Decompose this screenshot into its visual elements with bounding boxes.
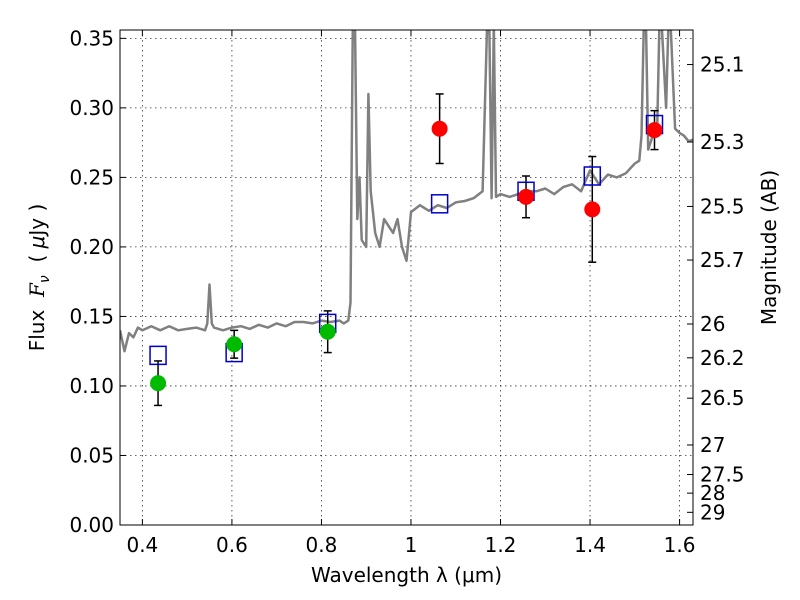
y-title-part-1: Flux (25, 297, 49, 351)
x-axis-title: Wavelength λ (μm) (311, 563, 502, 587)
red-data-point (646, 122, 663, 139)
y2-axis-title: Magnitude (AB) (757, 170, 781, 325)
data-layer (120, 30, 693, 407)
mag-tick-label: 25.3 (700, 130, 745, 154)
y-tick-label: 0.20 (69, 235, 114, 259)
y-tick-label: 0.10 (69, 374, 114, 398)
mag-tick-label: 26 (700, 312, 725, 336)
x-tick-label: 1 (405, 533, 418, 557)
mag-tick-label: 28 (700, 481, 725, 505)
red-data-point (584, 201, 601, 218)
green-data-point (319, 323, 336, 340)
y-axis-title: Flux Fν ( μJy ) (25, 204, 53, 352)
y-title-mu: μ (25, 236, 49, 250)
y-tick-label: 0.25 (69, 165, 114, 189)
x-tick-label: 0.8 (306, 533, 338, 557)
model-box (149, 345, 167, 366)
x-tick-label: 0.6 (216, 533, 248, 557)
y-tick-label: 0.05 (69, 443, 114, 467)
mag-tick-label: 26.2 (700, 346, 745, 370)
y-tick-label: 0.00 (69, 513, 114, 537)
mag-tick-label: 27.5 (700, 463, 745, 487)
y-tick-label: 0.15 (69, 304, 114, 328)
mag-tick-label: 29 (700, 500, 725, 524)
x-tick-label: 0.4 (126, 533, 158, 557)
y-tick-label: 0.35 (69, 26, 114, 50)
mag-tick-label: 26.5 (700, 386, 745, 410)
x-tick-label: 1.2 (485, 533, 517, 557)
spectrum-line (120, 30, 693, 353)
red-data-point (518, 188, 535, 205)
model-box (430, 194, 449, 214)
mag-tick-label: 25.5 (700, 194, 745, 218)
model-box (583, 166, 602, 186)
y-title-part-2: ( (25, 248, 49, 275)
x-tick-label: 1.6 (664, 533, 696, 557)
mag-tick-label: 25.7 (700, 248, 745, 272)
mag-tick-label: 25.1 (700, 53, 745, 77)
grid (120, 30, 693, 525)
y-title-subscript: ν (37, 275, 53, 283)
x-tick-label: 1.4 (574, 533, 606, 557)
green-data-point (226, 336, 243, 353)
mag-tick-label: 27 (700, 433, 725, 457)
green-data-point (150, 375, 167, 392)
y-title-symbol: F (25, 282, 49, 298)
y-title-part-3: Jy ) (25, 204, 49, 238)
plot-frame (119, 29, 694, 526)
axis-ticks: 0.4 0.6 0.8 1 1.2 1.4 1.6 0.00 0.05 0.10 0.15 0.20 0… (69, 26, 744, 557)
y-tick-label: 0.30 (69, 96, 114, 120)
red-data-point (431, 120, 448, 137)
